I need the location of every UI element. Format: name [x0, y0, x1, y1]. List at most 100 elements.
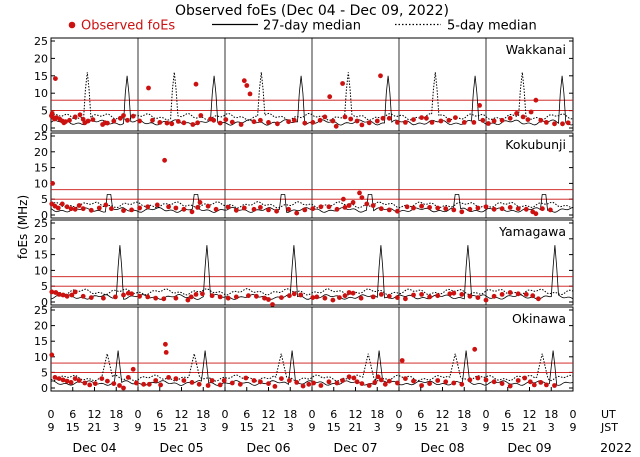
y-tick-label: 5: [41, 280, 48, 293]
observed-point: [471, 120, 477, 125]
day-label: Dec 06: [246, 440, 290, 455]
observed-point: [536, 296, 541, 302]
observed-point: [225, 204, 231, 210]
jst-tick-label: 9: [48, 421, 55, 434]
observed-point: [233, 207, 239, 213]
observed-point: [459, 209, 465, 215]
observed-point: [378, 292, 384, 297]
five-day-median-line: [50, 72, 574, 121]
observed-point: [386, 378, 392, 384]
jst-tick-label: 15: [66, 421, 80, 434]
observed-point: [294, 210, 300, 216]
observed-point: [181, 120, 187, 126]
observed-point: [279, 295, 284, 300]
observed-point: [196, 381, 202, 387]
observed-point: [217, 120, 223, 126]
observed-point: [427, 205, 432, 210]
observed-point: [272, 384, 278, 389]
observed-point: [217, 382, 223, 388]
panel-okinawa: 0 5 10 15 20 25 Okinawa: [34, 304, 574, 395]
observed-point: [52, 375, 58, 380]
observed-point: [443, 206, 449, 212]
observed-point: [162, 157, 168, 163]
ut-tick-label: 12: [523, 408, 537, 421]
observed-point: [507, 383, 513, 389]
observed-point: [99, 376, 105, 381]
five-day-median-line: [50, 288, 574, 296]
observed-point: [366, 120, 372, 126]
day-label: Dec 04: [72, 440, 116, 455]
observed-point: [238, 122, 244, 127]
observed-point: [378, 206, 384, 212]
observed-point: [318, 204, 324, 210]
observed-point: [185, 297, 191, 303]
jst-tick-label: 9: [135, 421, 142, 434]
y-tick-label: 25: [34, 304, 48, 317]
observed-point: [72, 376, 78, 381]
day-label: Dec 05: [159, 440, 203, 455]
observed-point: [101, 295, 106, 301]
observed-point: [403, 376, 408, 381]
observed-point: [53, 76, 58, 81]
observed-point: [258, 205, 263, 210]
observed-point: [291, 117, 297, 123]
observed-point: [262, 295, 267, 301]
observed-point: [153, 295, 159, 301]
ut-tick-label: 0: [222, 408, 229, 421]
observed-point: [366, 383, 372, 388]
observed-point: [195, 205, 201, 210]
observed-point: [403, 120, 408, 125]
observed-point: [435, 378, 441, 383]
observed-point: [76, 378, 82, 383]
observed-point: [130, 366, 136, 372]
observed-point: [411, 378, 416, 384]
observed-point: [229, 119, 235, 125]
observed-point: [77, 112, 83, 118]
observed-point: [258, 117, 263, 123]
observed-point: [483, 297, 489, 303]
observed-point: [370, 294, 376, 300]
observed-point: [105, 120, 110, 126]
observed-point: [348, 116, 354, 122]
observed-point: [72, 206, 78, 212]
observed-point: [237, 381, 243, 387]
observed-point: [173, 295, 179, 301]
observed-point: [515, 291, 521, 297]
station-panels: 0 5 10 15 20 25 Wakkanai 0 5 10 15 20 25 Kokubunji 0 5 1…: [34, 35, 574, 395]
five-day-median-line: [50, 353, 574, 382]
observed-point: [477, 103, 482, 108]
observed-point: [380, 115, 386, 121]
observed-point: [447, 291, 453, 297]
observed-point: [181, 378, 187, 383]
observed-point: [129, 291, 135, 297]
observed-point: [76, 203, 82, 208]
observed-point: [378, 377, 384, 383]
observed-point: [161, 296, 167, 302]
observed-point: [491, 379, 497, 385]
ut-tick-label: 12: [88, 408, 102, 421]
observed-point: [145, 294, 151, 300]
panel-kokubunji: 0 5 10 15 20 25 Kokubunji: [34, 130, 574, 222]
observed-point: [382, 381, 388, 387]
jst-tick-label: 9: [309, 421, 316, 434]
observed-point: [166, 204, 172, 210]
observed-point: [164, 120, 170, 126]
y-tick-label: 5: [41, 105, 48, 118]
observed-point: [113, 294, 118, 300]
observed-point: [137, 118, 143, 124]
observed-point: [475, 375, 481, 381]
jst-tag: JST: [600, 421, 618, 434]
ut-tick-label: 12: [262, 408, 276, 421]
jst-tick-label: 9: [396, 421, 403, 434]
observed-point: [80, 293, 86, 299]
observed-point: [357, 190, 362, 196]
observed-point: [364, 201, 370, 207]
observed-point: [386, 293, 392, 299]
observed-point: [522, 375, 528, 381]
observed-point: [507, 115, 513, 121]
observed-point: [419, 203, 424, 209]
observed-point: [372, 380, 378, 385]
jst-tick-label: 21: [88, 421, 102, 434]
observed-point: [193, 81, 199, 87]
observed-point: [342, 114, 348, 120]
